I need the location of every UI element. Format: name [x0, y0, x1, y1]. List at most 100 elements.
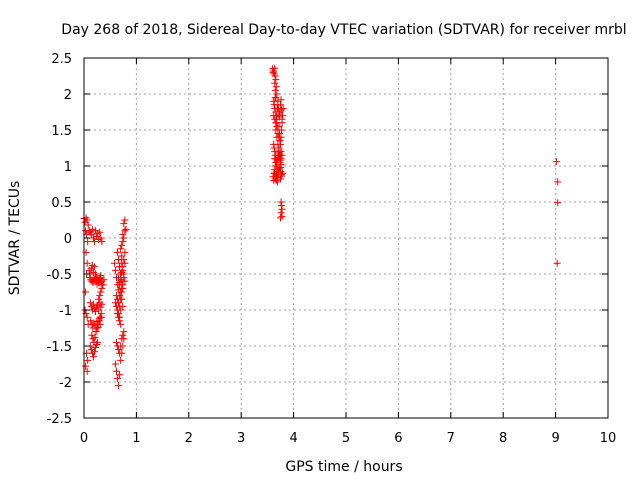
- data-point: [272, 119, 280, 127]
- data-point: [96, 228, 104, 236]
- data-point: [98, 284, 106, 292]
- x-tick-label: 3: [237, 431, 245, 446]
- data-point: [112, 367, 120, 375]
- data-point: [84, 221, 92, 229]
- data-point: [92, 328, 100, 336]
- x-axis-label: GPS time / hours: [285, 459, 402, 475]
- data-point: [271, 72, 279, 80]
- data-point: [118, 284, 126, 292]
- data-point: [87, 264, 95, 272]
- x-tick-labels: 0 1 2 3 4 5 6 7 8 9 10: [80, 431, 616, 446]
- data-point: [97, 303, 105, 311]
- x-tick-label: 10: [600, 431, 617, 446]
- y-tick-label: -0.5: [47, 268, 72, 283]
- data-point: [84, 356, 92, 364]
- data-point: [118, 252, 126, 260]
- data-point: [95, 279, 103, 287]
- data-point: [271, 86, 279, 94]
- data-point: [272, 176, 280, 184]
- data-point: [277, 209, 285, 217]
- data-point: [87, 230, 95, 238]
- data-point: [554, 199, 562, 207]
- data-point: [111, 360, 119, 368]
- data-point: [115, 346, 123, 354]
- data-point: [273, 133, 281, 141]
- data-point: [115, 256, 123, 264]
- x-tick-label: 0: [80, 431, 88, 446]
- data-point: [275, 165, 283, 173]
- data-point: [82, 288, 90, 296]
- data-point: [112, 338, 120, 346]
- data-points: [80, 64, 562, 390]
- data-point: [274, 168, 282, 176]
- data-point: [276, 137, 284, 145]
- data-point: [117, 356, 125, 364]
- y-tick-label: 1: [64, 160, 72, 175]
- data-point: [272, 83, 280, 91]
- data-point: [97, 271, 105, 279]
- data-point: [277, 175, 284, 183]
- data-point: [275, 144, 283, 152]
- data-point: [279, 104, 287, 112]
- data-point: [96, 292, 104, 300]
- data-point: [271, 115, 279, 123]
- data-point: [117, 270, 125, 278]
- data-point: [270, 67, 278, 75]
- data-point: [114, 374, 122, 382]
- data-point: [100, 276, 108, 284]
- data-point: [273, 178, 281, 186]
- data-point: [269, 68, 277, 76]
- y-tick-label: 1.5: [51, 124, 72, 139]
- data-point: [271, 79, 279, 87]
- data-point: [96, 313, 104, 321]
- y-tick-label: -2.5: [47, 412, 72, 427]
- y-tick-label: -1.5: [47, 340, 72, 355]
- data-point: [276, 151, 284, 159]
- x-tick-label: 1: [132, 431, 140, 446]
- x-tick-label: 9: [551, 431, 559, 446]
- data-point: [270, 112, 278, 120]
- data-point: [121, 227, 129, 235]
- data-point: [122, 225, 130, 233]
- data-point: [90, 319, 98, 327]
- data-point: [554, 178, 562, 186]
- data-point: [553, 158, 561, 166]
- data-point: [272, 126, 280, 134]
- x-tick-label: 2: [185, 431, 193, 446]
- data-point: [121, 216, 129, 224]
- data-point: [118, 295, 126, 303]
- data-point: [90, 263, 98, 271]
- data-point: [83, 216, 91, 224]
- data-point: [120, 335, 128, 343]
- data-point: [115, 313, 123, 321]
- data-point: [83, 259, 91, 267]
- data-point: [89, 300, 97, 308]
- data-point: [121, 248, 129, 256]
- grid-lines: [84, 58, 608, 418]
- data-point: [120, 234, 128, 242]
- data-point: [83, 313, 91, 321]
- data-point: [277, 155, 285, 163]
- data-point: [273, 171, 281, 179]
- y-tick-label: 0.5: [51, 196, 72, 211]
- data-point: [273, 122, 281, 130]
- data-point: [117, 306, 125, 314]
- y-tick-label: -2: [59, 376, 72, 391]
- x-tick-label: 5: [342, 431, 350, 446]
- y-tick-label: 0: [64, 232, 72, 247]
- y-tick-label: 2.5: [51, 52, 72, 67]
- data-point: [92, 307, 100, 315]
- data-point: [111, 266, 119, 274]
- x-tick-label: 6: [394, 431, 402, 446]
- data-point: [277, 96, 285, 104]
- y-tick-label: 2: [64, 88, 72, 103]
- data-point: [92, 343, 100, 351]
- data-point: [279, 169, 287, 177]
- x-tick-label: 8: [499, 431, 507, 446]
- data-point: [90, 238, 98, 246]
- data-point: [115, 299, 123, 307]
- data-point: [119, 230, 127, 238]
- data-point: [270, 169, 278, 177]
- x-tick-label: 4: [289, 431, 297, 446]
- data-point: [95, 317, 103, 325]
